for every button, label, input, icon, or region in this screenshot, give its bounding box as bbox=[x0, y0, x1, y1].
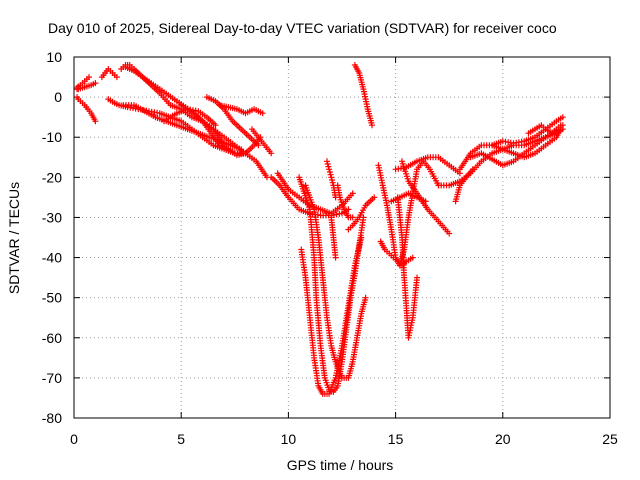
series-3 bbox=[98, 66, 120, 81]
plus-markers bbox=[328, 214, 339, 261]
y-tick-label: -70 bbox=[42, 370, 62, 386]
series-1 bbox=[74, 94, 99, 125]
series-23 bbox=[375, 158, 442, 269]
series-22 bbox=[351, 62, 375, 129]
y-axis-label: SDTVAR / TECUs bbox=[6, 182, 22, 294]
series-15 bbox=[302, 182, 369, 381]
plot-frame bbox=[73, 56, 611, 419]
plus-markers bbox=[75, 80, 99, 93]
series-17 bbox=[298, 234, 365, 397]
plus-markers bbox=[98, 66, 120, 81]
y-tick-label: -20 bbox=[42, 169, 62, 185]
chart-title: Day 010 of 2025, Sidereal Day-to-day VTE… bbox=[48, 20, 557, 36]
plus-markers bbox=[525, 122, 566, 137]
plus-markers bbox=[298, 234, 365, 397]
y-tick-label: -40 bbox=[42, 250, 62, 266]
series-2 bbox=[75, 80, 99, 93]
series-11 bbox=[216, 102, 266, 117]
plus-markers bbox=[388, 190, 429, 205]
series-21 bbox=[345, 194, 378, 233]
x-axis-label: GPS time / hours bbox=[287, 457, 394, 473]
x-tick-labels: 0 5 10 15 20 25 bbox=[70, 431, 618, 447]
y-tick-label: 10 bbox=[46, 49, 62, 65]
plus-markers bbox=[351, 62, 375, 129]
plus-markers bbox=[302, 182, 369, 381]
x-tick-label: 0 bbox=[70, 431, 78, 447]
plus-markers bbox=[178, 102, 270, 181]
series-25 bbox=[394, 194, 420, 341]
y-tick-labels: 10 0 -10 -20 -30 -40 -50 -60 -70 -80 bbox=[42, 49, 62, 426]
y-tick-label: -50 bbox=[42, 290, 62, 306]
plus-markers bbox=[394, 194, 420, 341]
series-9 bbox=[178, 102, 270, 181]
plus-markers bbox=[249, 126, 275, 157]
x-tick-label: 15 bbox=[388, 431, 404, 447]
y-tick-label: -10 bbox=[42, 129, 62, 145]
x-tick-label: 10 bbox=[281, 431, 297, 447]
y-tick-label: 0 bbox=[54, 89, 62, 105]
plus-markers bbox=[345, 194, 378, 233]
plus-markers bbox=[435, 122, 564, 189]
y-tick-label: -80 bbox=[42, 410, 62, 426]
series-30 bbox=[435, 122, 564, 189]
series-10 bbox=[203, 94, 262, 149]
data-series bbox=[74, 62, 566, 397]
series-18 bbox=[324, 158, 339, 201]
plus-markers bbox=[334, 182, 356, 221]
x-tick-label: 25 bbox=[602, 431, 618, 447]
series-12 bbox=[249, 126, 275, 157]
y-tick-label: -30 bbox=[42, 209, 62, 225]
plus-markers bbox=[375, 158, 442, 269]
x-tick-label: 5 bbox=[177, 431, 185, 447]
y-tick-label: -60 bbox=[42, 330, 62, 346]
series-34 bbox=[525, 122, 566, 137]
series-19 bbox=[328, 214, 339, 261]
plus-markers bbox=[203, 94, 262, 149]
x-tick-label: 20 bbox=[495, 431, 511, 447]
plus-markers bbox=[324, 158, 339, 201]
plus-markers bbox=[216, 102, 266, 117]
series-20 bbox=[334, 182, 356, 221]
series-28 bbox=[388, 190, 429, 205]
plus-markers bbox=[74, 94, 99, 125]
